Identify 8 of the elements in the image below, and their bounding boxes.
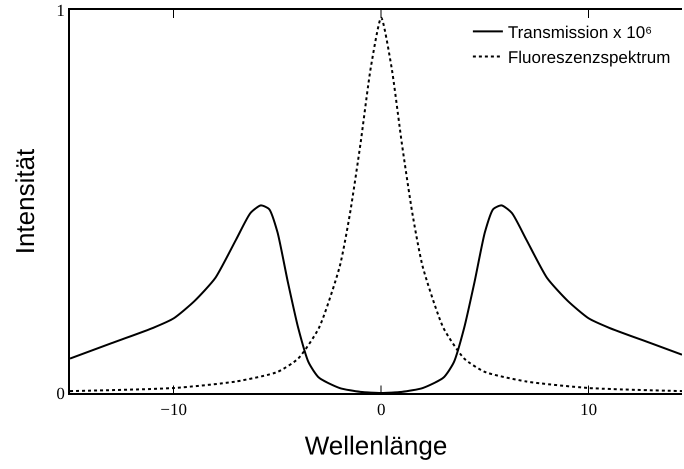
y-tick-label: 1: [56, 0, 65, 20]
legend-label: Transmission x 10⁶: [508, 23, 652, 42]
legend-label: Fluoreszenzspektrum: [508, 48, 670, 68]
x-tick-label: −10: [160, 400, 188, 420]
x-tick-label: 0: [376, 400, 386, 420]
x-tick-label: 10: [580, 400, 598, 420]
x-axis-title: Wellenlänge: [304, 430, 448, 460]
y-axis-title: Intensität: [10, 148, 40, 254]
